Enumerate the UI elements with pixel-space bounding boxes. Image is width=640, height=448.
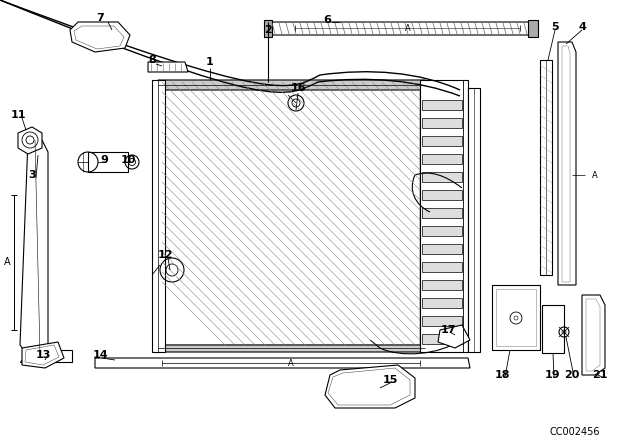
Text: 15: 15	[382, 375, 397, 385]
Text: A: A	[405, 23, 411, 33]
Polygon shape	[422, 154, 462, 164]
Text: A: A	[288, 358, 294, 367]
Polygon shape	[468, 88, 480, 352]
Polygon shape	[422, 100, 462, 110]
Text: CC002456: CC002456	[550, 427, 600, 437]
Text: 9: 9	[100, 155, 108, 165]
Polygon shape	[18, 127, 42, 154]
Text: 10: 10	[120, 155, 136, 165]
Polygon shape	[422, 280, 462, 290]
Text: 19: 19	[544, 370, 560, 380]
Text: 18: 18	[494, 370, 509, 380]
Polygon shape	[22, 342, 64, 368]
Text: 8: 8	[148, 55, 156, 65]
Text: 3: 3	[28, 170, 36, 180]
Text: 2: 2	[264, 25, 272, 35]
Polygon shape	[422, 190, 462, 200]
Text: 13: 13	[35, 350, 51, 360]
Polygon shape	[325, 365, 415, 408]
Polygon shape	[582, 295, 605, 375]
Text: 4: 4	[578, 22, 586, 32]
Polygon shape	[558, 42, 576, 285]
Text: A: A	[592, 171, 598, 180]
Bar	[496, 289, 536, 346]
Polygon shape	[422, 136, 462, 146]
Polygon shape	[438, 325, 470, 348]
Polygon shape	[70, 22, 130, 52]
Text: 16: 16	[290, 83, 306, 93]
Text: 14: 14	[92, 350, 108, 360]
Polygon shape	[158, 345, 430, 352]
Polygon shape	[148, 62, 188, 72]
Text: A: A	[4, 257, 10, 267]
Polygon shape	[422, 298, 462, 308]
Polygon shape	[88, 152, 128, 172]
Polygon shape	[422, 316, 462, 326]
Text: 17: 17	[440, 325, 456, 335]
Polygon shape	[152, 80, 165, 352]
Polygon shape	[422, 226, 462, 236]
Polygon shape	[20, 140, 48, 355]
Text: 21: 21	[592, 370, 608, 380]
Polygon shape	[528, 20, 538, 37]
Polygon shape	[422, 334, 462, 344]
Polygon shape	[422, 208, 462, 218]
Text: 20: 20	[564, 370, 580, 380]
Text: 5: 5	[551, 22, 559, 32]
Text: 12: 12	[157, 250, 173, 260]
Text: 11: 11	[10, 110, 26, 120]
Bar	[542, 305, 564, 353]
Polygon shape	[20, 350, 72, 362]
Bar	[492, 285, 540, 350]
Text: 1: 1	[206, 57, 214, 67]
Polygon shape	[422, 118, 462, 128]
Polygon shape	[95, 358, 470, 368]
Polygon shape	[268, 22, 536, 35]
Polygon shape	[264, 20, 272, 37]
Polygon shape	[422, 172, 462, 182]
Polygon shape	[422, 244, 462, 254]
Text: 7: 7	[96, 13, 104, 23]
Text: 6: 6	[323, 15, 331, 25]
Polygon shape	[420, 80, 468, 352]
Polygon shape	[158, 80, 430, 90]
Bar	[162, 82, 420, 345]
Polygon shape	[540, 60, 552, 275]
Polygon shape	[422, 262, 462, 272]
